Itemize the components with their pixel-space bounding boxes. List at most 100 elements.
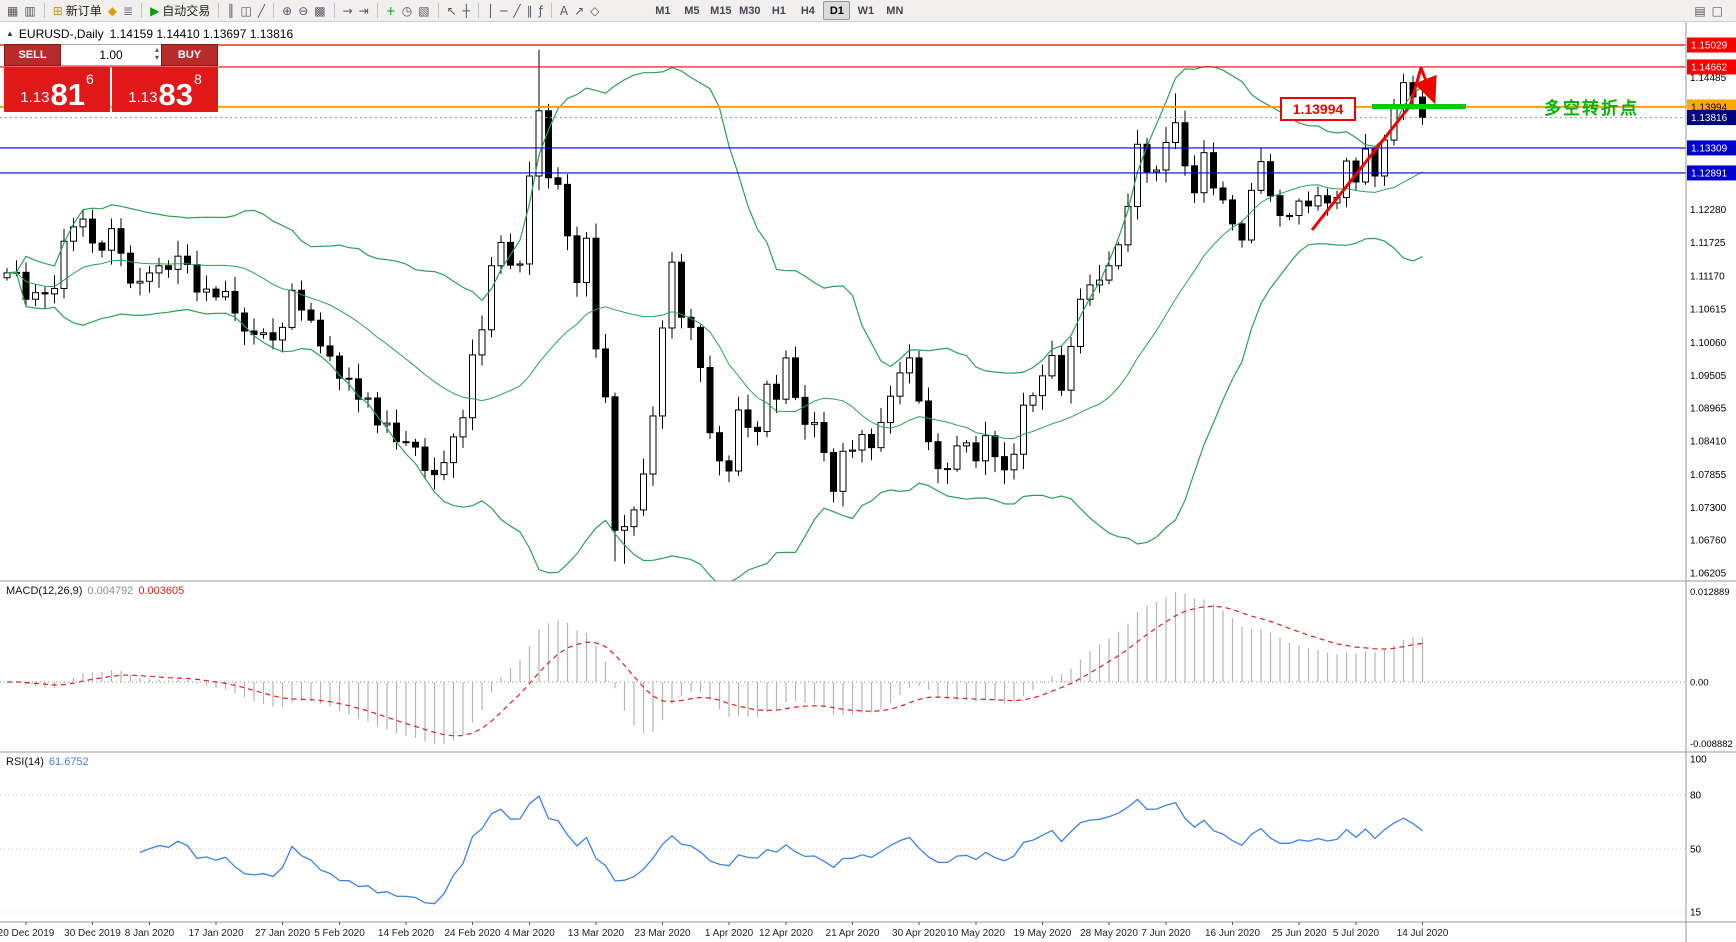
auto-scroll-icon: → (342, 3, 353, 18)
timeframe-button-d1[interactable]: D1 (823, 1, 851, 20)
toolbar-separator (550, 3, 552, 18)
crosshair-button[interactable]: ┼ (460, 2, 473, 20)
svg-text:1.08965: 1.08965 (1690, 403, 1727, 414)
timeframe-button-h4[interactable]: H4 (800, 4, 815, 17)
volume-spinner[interactable]: ▴ ▾ (155, 46, 159, 62)
horizontal-line-tool-button[interactable]: ─ (497, 2, 510, 20)
volume-input[interactable]: 1.00 ▴ ▾ (61, 44, 161, 66)
toolbar-separator (218, 3, 220, 18)
ask-price-display[interactable]: 1.13 83 8 (112, 67, 218, 112)
one-click-collapse-icon[interactable]: ▲ (6, 29, 14, 38)
chart-shift-button[interactable]: ⇥ (356, 2, 372, 20)
zoom-in-button[interactable]: ⊕ (279, 2, 295, 20)
timeframe-button-m5[interactable]: M5 (684, 4, 700, 17)
toolbar-group: + ◷ ▧ (383, 2, 433, 20)
price-axis[interactable]: 1.14485 1.12280 1.11725 1.11170 1.10615 1.100… (0, 22, 1736, 942)
volume-up-icon[interactable]: ▴ (154, 45, 159, 54)
svg-text:23 Mar 2020: 23 Mar 2020 (634, 928, 691, 939)
bar-chart-mode-icon: ║ (227, 3, 235, 18)
macd-indicator-label: MACD(12,26,9) 0.004792 0.003605 (6, 585, 189, 597)
shapes-tool-button[interactable]: ◇ (587, 2, 602, 20)
timeframe-button-m30[interactable]: M30 (739, 4, 761, 17)
autotrading-label: 自动交易 (162, 4, 211, 18)
chart-symbol-period: EURUSD-,Daily (18, 27, 104, 41)
timeframe-button-m15[interactable]: M15 (710, 4, 732, 17)
bid-big-digits: 81 (50, 76, 85, 112)
trendline-tool-button[interactable]: ╱ (510, 2, 523, 20)
svg-text:1.12891: 1.12891 (1691, 168, 1728, 179)
date-axis[interactable]: 20 Dec 2019 30 Dec 2019 8 Jan 2020 17 Jan 2… (0, 922, 1449, 939)
svg-text:27 Jan 2020: 27 Jan 2020 (255, 928, 310, 939)
text-tool-button[interactable]: A (557, 2, 571, 20)
toolbar-group: ║ ◫ ╱ (224, 2, 268, 20)
history-center-button[interactable]: ≣ (120, 2, 136, 20)
arrow-tool-icon: ↗ (574, 3, 585, 18)
svg-text:16 Jun 2020: 16 Jun 2020 (1205, 928, 1260, 939)
svg-text:13 Mar 2020: 13 Mar 2020 (568, 928, 625, 939)
new-order-button[interactable]: ⊞ 新订单 (50, 1, 105, 20)
autotrading-button[interactable]: ▶ 自动交易 (147, 1, 213, 20)
fibonacci-tool-icon: ƒ (538, 3, 543, 18)
arrow-tool-button[interactable]: ↗ (571, 2, 587, 20)
quotes-button[interactable]: ◆ (105, 2, 120, 20)
svg-text:1.11170: 1.11170 (1690, 271, 1725, 282)
chart-shift-icon: ⇥ (358, 3, 369, 18)
zoom-out-button[interactable]: ⊖ (295, 2, 311, 20)
vertical-line-tool-button[interactable]: │ (484, 2, 497, 20)
price-annotation-box[interactable]: 1.13994 (1280, 97, 1356, 121)
svg-text:1.13816: 1.13816 (1691, 113, 1728, 124)
toolbar-group: ↖ ┼ (444, 2, 473, 20)
svg-text:5 Jul 2020: 5 Jul 2020 (1333, 928, 1380, 939)
svg-text:14 Jul 2020: 14 Jul 2020 (1397, 928, 1449, 939)
zoom-in-icon: ⊕ (282, 3, 293, 18)
turning-point-label[interactable]: 多空转折点 (1544, 99, 1639, 118)
timeframe-button-mn[interactable]: MN (886, 4, 904, 17)
svg-text:15: 15 (1690, 908, 1702, 919)
turning-point-line[interactable] (1372, 104, 1466, 109)
toolbar-group: │ ─ ╱ ∥ ƒ (484, 2, 546, 20)
bid-prefix: 1.13 (20, 89, 50, 106)
line-chart-mode-button[interactable]: ╱ (255, 2, 268, 20)
horizontal-level-lines[interactable] (0, 44, 1686, 174)
timeframe-button-w1[interactable]: W1 (857, 4, 875, 17)
buy-button[interactable]: BUY (161, 44, 218, 66)
periods-button[interactable]: ◷ (399, 2, 415, 20)
line-chart-mode-icon: ╱ (257, 3, 266, 18)
candlestick-mode-button[interactable]: ◫ (238, 2, 255, 20)
volume-value: 1.00 (99, 48, 123, 62)
horizontal-line-tool-icon: ─ (500, 3, 508, 18)
chart-ohlc-values: 1.14159 1.14410 1.13697 1.13816 (109, 27, 294, 41)
candlestick-series[interactable] (3, 49, 1426, 585)
svg-text:28 May 2020: 28 May 2020 (1080, 928, 1138, 939)
volume-down-icon[interactable]: ▾ (154, 53, 159, 62)
indicators-icon: + (385, 3, 396, 18)
ask-big-digits: 83 (158, 76, 193, 112)
channel-tool-button[interactable]: ∥ (524, 2, 536, 20)
print-button[interactable]: ▤ (1691, 2, 1708, 20)
svg-text:8 Jan 2020: 8 Jan 2020 (125, 928, 175, 939)
auto-scroll-button[interactable]: → (340, 2, 356, 20)
sell-button[interactable]: SELL (4, 44, 61, 66)
toolbar-group: A ↗ ◇ (557, 2, 603, 20)
print-preview-button[interactable]: □ (1709, 2, 1726, 20)
cursor-button[interactable]: ↖ (444, 2, 460, 20)
grid-button[interactable]: ▩ (311, 2, 328, 20)
svg-text:1.06205: 1.06205 (1690, 569, 1727, 580)
bar-chart-mode-button[interactable]: ║ (224, 2, 237, 20)
toolbar-group: ▦ ▥ (4, 2, 39, 20)
new-chart-button[interactable]: ▦ (4, 2, 21, 20)
templates-button[interactable]: ▧ (415, 2, 432, 20)
svg-text:50: 50 (1690, 845, 1702, 856)
fibonacci-tool-button[interactable]: ƒ (536, 2, 546, 20)
print-preview-icon: □ (1711, 3, 1723, 18)
toolbar: ▦ ▥ ⊞ 新订单 ◆ ≣ ▶ 自动交易 ║ ◫ ╱ ⊕ ⊖ ▩ → ⇥ + ◷ ▧ ↖ ┼ │ ─ ╱ ∥ ƒ A ↗ ◇ M1 M5 M1… (0, 0, 1736, 22)
timeframe-button-h1[interactable]: H1 (771, 4, 786, 17)
svg-text:19 May 2020: 19 May 2020 (1014, 928, 1072, 939)
bid-price-display[interactable]: 1.13 81 6 (4, 67, 110, 112)
indicators-button[interactable]: + (383, 2, 399, 20)
svg-text:1.12280: 1.12280 (1690, 205, 1727, 216)
autotrading-icon: ▶ (150, 3, 160, 18)
open-chart-button[interactable]: ▥ (21, 2, 38, 20)
timeframe-button-m1[interactable]: M1 (655, 4, 671, 17)
